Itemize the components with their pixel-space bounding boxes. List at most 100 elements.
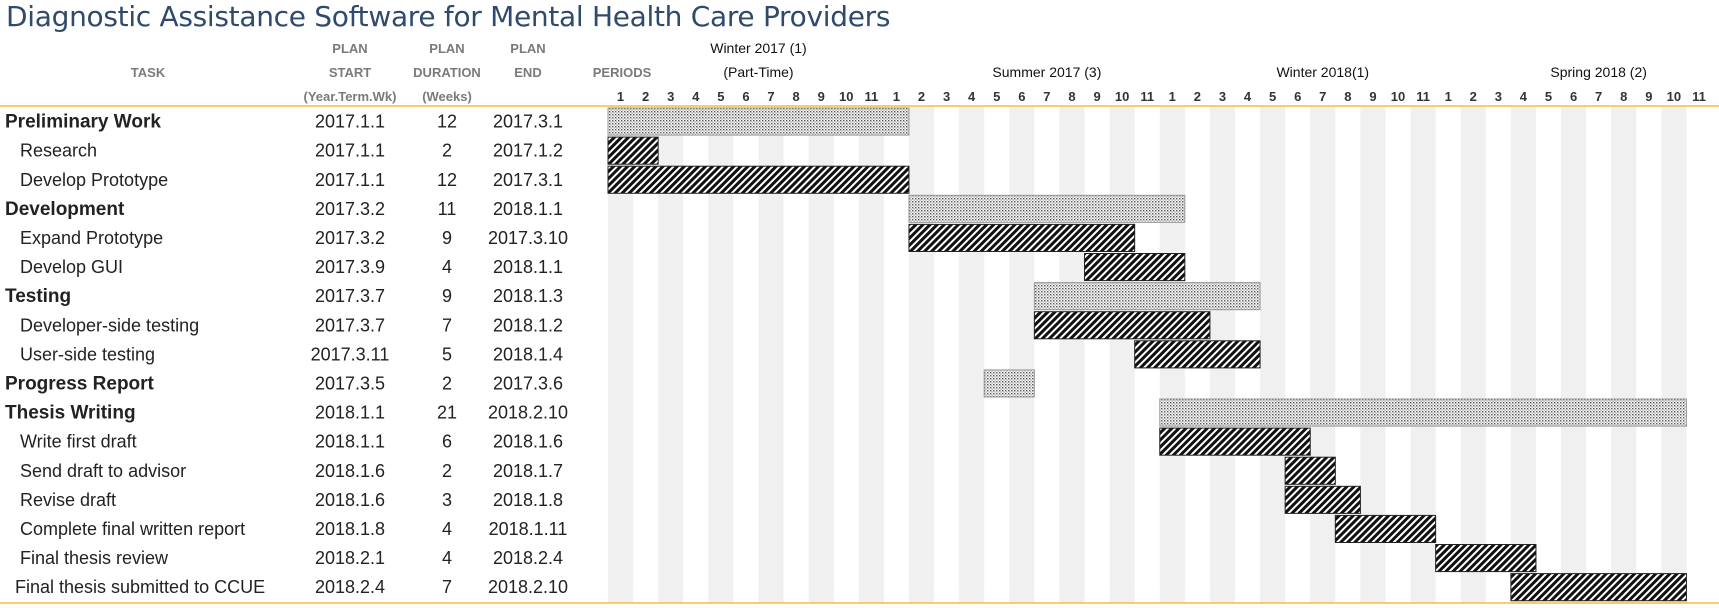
task-name: Develop GUI (20, 257, 123, 277)
task-plan-duration: 2 (442, 141, 452, 161)
task-plan-start: 2017.3.2 (315, 228, 385, 248)
period-label: 9 (1645, 89, 1652, 104)
period-label: 10 (839, 89, 853, 104)
period-label: 2 (1194, 89, 1201, 104)
task-bar (1033, 311, 1211, 340)
period-label: 1 (617, 89, 624, 104)
task-plan-end: 2018.2.4 (493, 548, 563, 568)
period-stripe (1460, 107, 1486, 603)
period-label: 9 (1093, 89, 1100, 104)
column-headers: TASK PLAN START (Year.Term.Wk) PLAN DURA… (131, 41, 652, 104)
summary-bar (1159, 398, 1687, 427)
task-rows: Preliminary Work 2017.1.1 12 2017.3.1 Resear… (5, 112, 568, 598)
period-label: 7 (1319, 89, 1326, 104)
task-bar (1284, 456, 1336, 485)
task-plan-duration: 9 (442, 228, 452, 248)
period-label: 9 (818, 89, 825, 104)
task-name: Research (20, 141, 97, 161)
period-label: 5 (1269, 89, 1276, 104)
period-label: 11 (1692, 89, 1706, 104)
period-label: 2 (1470, 89, 1477, 104)
task-plan-start: 2017.3.5 (315, 373, 385, 393)
period-label: 11 (1140, 89, 1154, 104)
task-bar (1084, 253, 1186, 282)
task-plan-end: 2018.1.2 (493, 315, 563, 335)
term-label: Spring 2018 (2) (1550, 64, 1647, 80)
period-stripe (1009, 107, 1035, 603)
task-bar (1284, 485, 1361, 514)
task-plan-duration: 9 (442, 286, 452, 306)
task-plan-end: 2018.1.11 (489, 519, 568, 539)
task-plan-end: 2018.1.1 (493, 199, 563, 219)
task-name: Revise draft (20, 490, 116, 510)
period-stripe (1661, 107, 1687, 603)
header-plan-duration-2: DURATION (413, 65, 481, 80)
task-plan-start: 2018.1.6 (315, 490, 385, 510)
task-plan-end: 2018.2.10 (488, 577, 568, 597)
task-plan-start: 2017.3.7 (315, 315, 385, 335)
term-label: Summer 2017 (3) (992, 64, 1101, 80)
header-plan-end-1: PLAN (510, 41, 545, 56)
period-label: 9 (1369, 89, 1376, 104)
task-plan-end: 2018.2.10 (488, 403, 568, 423)
header-plan-duration-1: PLAN (429, 41, 464, 56)
period-stripe (908, 107, 935, 603)
period-label: 11 (864, 89, 878, 104)
task-name: Progress Report (5, 373, 155, 394)
task-name: Send draft to advisor (20, 461, 186, 481)
period-stripe (1059, 107, 1085, 603)
task-plan-duration: 7 (442, 315, 452, 335)
summary-bar (908, 194, 1186, 223)
task-plan-end: 2018.1.7 (493, 461, 563, 481)
task-plan-end: 2017.3.10 (488, 228, 568, 248)
task-plan-start: 2017.3.2 (315, 199, 385, 219)
task-plan-start: 2017.1.1 (315, 141, 385, 161)
term-headers: Winter 2017 (1) (Part-Time) Summer 2017 (3… (710, 40, 1647, 80)
task-plan-end: 2018.1.1 (493, 257, 563, 277)
task-plan-duration: 4 (442, 257, 452, 277)
period-label: 3 (1219, 89, 1226, 104)
period-label: 4 (968, 89, 976, 104)
task-plan-end: 2018.1.4 (493, 344, 563, 364)
task-name: Expand Prototype (20, 228, 163, 248)
task-plan-end: 2018.1.6 (493, 432, 563, 452)
task-plan-duration: 4 (442, 519, 452, 539)
task-plan-duration: 12 (437, 170, 457, 190)
period-label: 4 (692, 89, 700, 104)
task-name: Testing (5, 286, 71, 307)
period-stripe (1310, 107, 1336, 603)
period-stripe (1510, 107, 1536, 603)
period-label: 8 (792, 89, 799, 104)
summary-bar (607, 107, 910, 136)
task-plan-start: 2018.1.1 (315, 403, 385, 423)
period-label: 8 (1068, 89, 1075, 104)
period-label: 6 (742, 89, 749, 104)
period-label: 6 (1294, 89, 1301, 104)
task-plan-end: 2017.3.6 (493, 373, 563, 393)
period-label: 3 (667, 89, 674, 104)
header-plan-start-1: PLAN (332, 41, 367, 56)
period-label: 5 (717, 89, 724, 104)
task-plan-duration: 5 (442, 344, 452, 364)
summary-bar (983, 369, 1035, 398)
task-bar (1334, 514, 1437, 544)
task-name: Final thesis review (20, 548, 169, 568)
header-task: TASK (131, 65, 166, 80)
task-plan-start: 2017.1.1 (315, 112, 385, 132)
task-plan-start: 2017.3.7 (315, 286, 385, 306)
period-label: 7 (1043, 89, 1050, 104)
task-plan-duration: 21 (437, 403, 457, 423)
page-title: Diagnostic Assistance Software for Menta… (6, 0, 891, 33)
header-periods: PERIODS (593, 65, 652, 80)
period-label: 11 (1416, 89, 1430, 104)
period-stripe (1109, 107, 1135, 603)
period-label: 10 (1391, 89, 1405, 104)
task-bar (1134, 340, 1261, 369)
task-bar (1159, 427, 1311, 456)
period-label: 7 (1595, 89, 1602, 104)
header-plan-start-3: (Year.Term.Wk) (304, 89, 397, 104)
period-label: 6 (1018, 89, 1025, 104)
task-plan-duration: 12 (437, 112, 457, 132)
header-plan-end-2: END (514, 65, 541, 80)
